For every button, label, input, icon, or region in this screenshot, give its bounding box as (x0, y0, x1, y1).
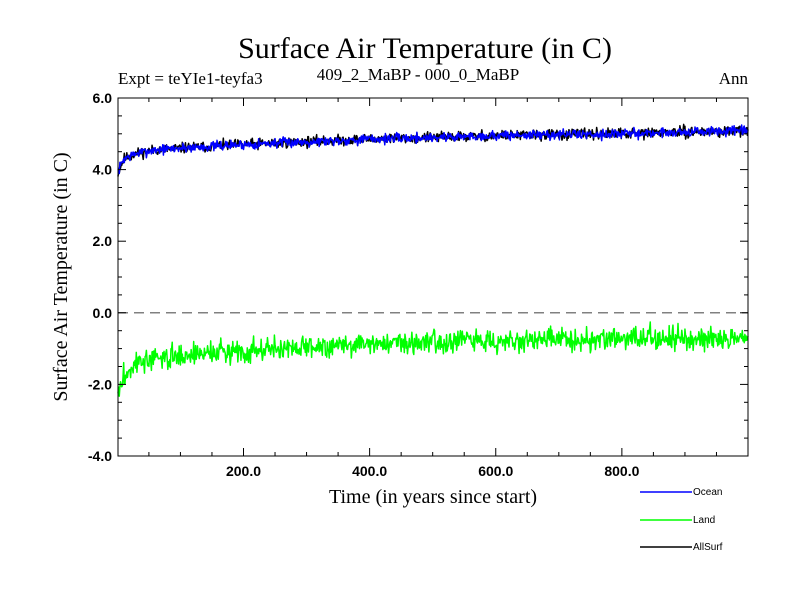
legend-label-ocean: Ocean (693, 487, 722, 498)
legend-label-allsurf: AllSurf (693, 542, 723, 553)
time-period-label: 409_2_MaBP - 000_0_MaBP (317, 65, 519, 84)
legend: Ocean Land AllSurf (640, 487, 723, 553)
chart-title: Surface Air Temperature (in C) (238, 32, 612, 65)
experiment-label: Expt = teYIe1-teyfa3 (118, 69, 263, 88)
series-line-land (117, 321, 749, 397)
axis-ticks: 200.0 400.0 600.0 800.0 -4.0 -2.0 0.0 2.0 4.0 6.0 (88, 90, 748, 479)
x-tick-label: 800.0 (604, 463, 639, 479)
y-tick-label: -4.0 (88, 448, 112, 464)
y-tick-label: 6.0 (93, 90, 113, 106)
x-tick-label: 400.0 (352, 463, 387, 479)
legend-label-land: Land (693, 515, 715, 526)
x-axis-label: Time (in years since start) (329, 486, 537, 508)
y-tick-label: 2.0 (93, 233, 113, 249)
plot-frame (117, 97, 749, 457)
x-tick-label: 200.0 (226, 463, 261, 479)
y-axis-label: Surface Air Temperature (in C) (50, 152, 72, 401)
x-tick-label: 600.0 (478, 463, 513, 479)
y-tick-label: -2.0 (88, 376, 112, 392)
series-layer (117, 123, 749, 397)
y-tick-label: 0.0 (93, 305, 113, 321)
series-line-ocean (117, 124, 749, 175)
season-label: Ann (719, 69, 749, 88)
y-tick-label: 4.0 (93, 162, 113, 178)
